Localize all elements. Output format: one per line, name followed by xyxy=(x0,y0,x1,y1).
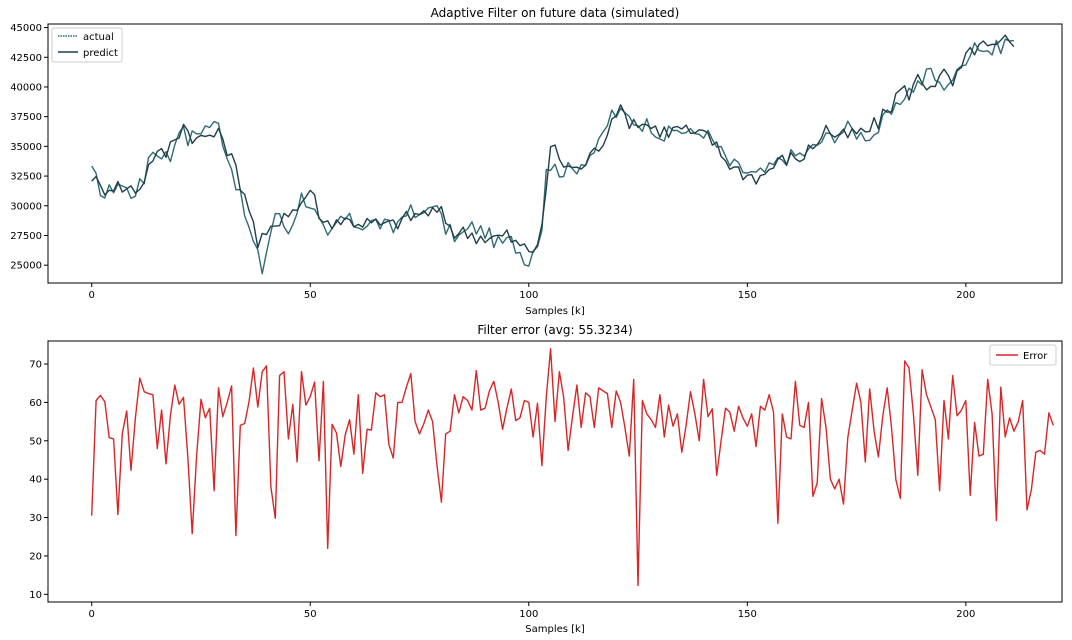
top-y-tick-label: 42500 xyxy=(10,53,42,64)
legend-actual-label: actual xyxy=(83,32,114,43)
bottom-x-tick-label: 200 xyxy=(956,609,975,620)
bottom-x-tick-label: 50 xyxy=(304,609,317,620)
bottom-y-tick-label: 40 xyxy=(29,475,42,486)
top-y-tick-label: 30000 xyxy=(10,201,42,212)
top-axes-frame xyxy=(47,23,1063,284)
series-line-actual xyxy=(91,38,1014,275)
top-subplot: Adaptive Filter on future data (simulate… xyxy=(10,6,1063,317)
bottom-y-tick-label: 70 xyxy=(29,360,42,371)
series-line-Error xyxy=(91,348,1054,587)
bottom-legend-box xyxy=(989,344,1057,366)
top-x-tick-label: 0 xyxy=(89,290,95,301)
top-y-tick-label: 32500 xyxy=(10,172,42,183)
bottom-x-axis-label: Samples [k] xyxy=(525,624,585,635)
top-y-tick-label: 35000 xyxy=(10,142,42,153)
top-x-tick-label: 150 xyxy=(738,290,757,301)
bottom-x-tick-label: 0 xyxy=(89,609,95,620)
top-x-tick-label: 200 xyxy=(956,290,975,301)
series-line-predict xyxy=(91,34,1015,254)
top-y-tick-label: 37500 xyxy=(10,112,42,123)
bottom-y-tick-label: 30 xyxy=(29,513,42,524)
top-chart-title: Adaptive Filter on future data (simulate… xyxy=(431,6,680,20)
bottom-axes-frame xyxy=(47,340,1063,603)
bottom-y-tick-label: 10 xyxy=(29,590,42,601)
top-plot-area: 0 50 100 150 200 25000 27500 30000 32500 35000 375… xyxy=(10,23,1063,301)
legend-predict-label: predict xyxy=(83,48,118,59)
top-legend: actual predict xyxy=(51,27,123,63)
bottom-chart-title: Filter error (avg: 55.3234) xyxy=(477,323,632,337)
top-x-axis-label: Samples [k] xyxy=(525,306,585,317)
bottom-x-tick-label: 150 xyxy=(738,609,757,620)
bottom-plot-area: 0 50 100 150 200 10 20 30 40 50 60 70 xyxy=(29,340,1063,620)
top-y-tick-label: 27500 xyxy=(10,231,42,242)
top-y-tick-label: 40000 xyxy=(10,82,42,93)
top-x-tick-label: 100 xyxy=(519,290,538,301)
bottom-y-tick-label: 50 xyxy=(29,436,42,447)
bottom-y-tick-label: 20 xyxy=(29,551,42,562)
bottom-y-tick-label: 60 xyxy=(29,398,42,409)
bottom-x-tick-label: 100 xyxy=(519,609,538,620)
legend-error-label: Error xyxy=(1023,351,1048,362)
top-x-tick-label: 50 xyxy=(304,290,317,301)
bottom-subplot: Filter error (avg: 55.3234) 0 50 100 150 200… xyxy=(29,323,1063,635)
top-y-tick-label: 45000 xyxy=(10,23,42,34)
top-y-tick-label: 25000 xyxy=(10,261,42,272)
bottom-legend: Error xyxy=(989,344,1057,366)
